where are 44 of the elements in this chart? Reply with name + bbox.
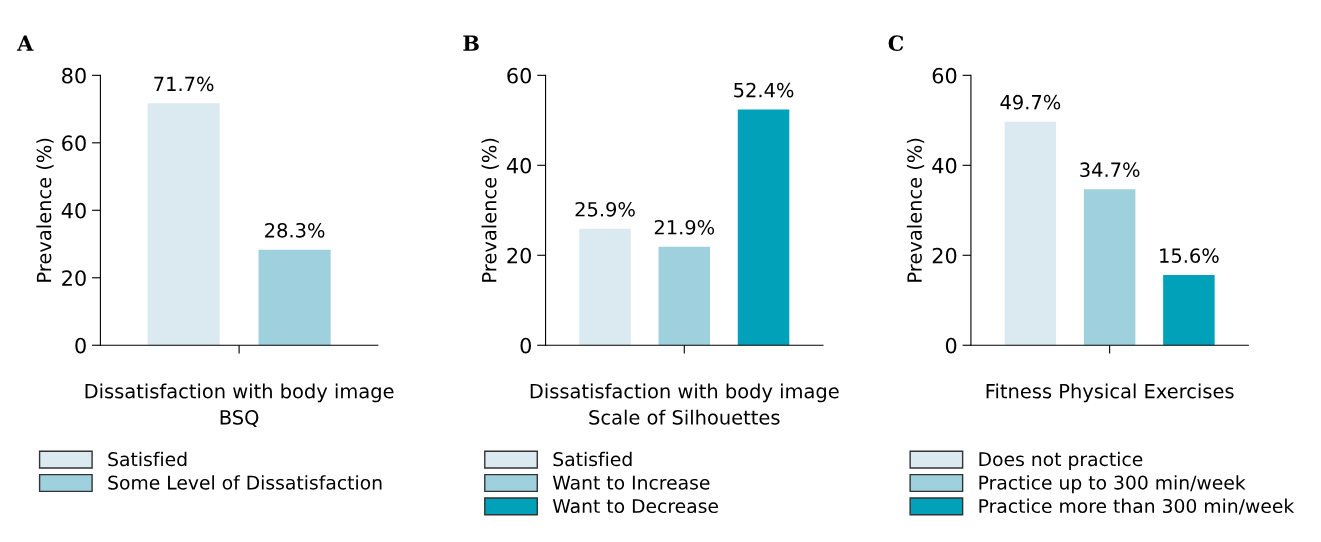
y-tick-label: 40 (506, 157, 531, 174)
y-tick-label: 0 (75, 337, 86, 354)
data-label: 71.7% (154, 76, 214, 92)
data-label: 21.9% (654, 219, 715, 235)
y-tick-label: 40 (61, 202, 86, 219)
y-tick-label: 0 (520, 337, 531, 354)
bar (1083, 189, 1136, 346)
y-axis-title: Prevalence (%) (36, 138, 54, 282)
data-label: 49.7% (1000, 94, 1061, 110)
y-tick-label: 20 (62, 270, 86, 286)
legend-label: Some Level of Dissatisfaction (108, 475, 382, 490)
bar (579, 228, 631, 346)
bar (1004, 121, 1057, 346)
legend-label: Want to Decrease (552, 499, 718, 514)
y-tick-label: 0 (945, 337, 957, 354)
chart-title: B (463, 35, 479, 51)
data-label: 25.9% (575, 201, 635, 217)
x-axis-title: Dissatisfaction with body image BSQ (85, 383, 394, 427)
y-tick-label: 20 (932, 247, 957, 264)
y-tick-label: 60 (507, 67, 531, 84)
y-axis-title: Prevalence (%) (906, 138, 925, 282)
legend-label: Does not practice (979, 451, 1143, 470)
legend-label: Satisfied (553, 451, 632, 467)
bar (737, 109, 790, 346)
data-label: 15.6% (1160, 248, 1219, 263)
y-tick-label: 60 (62, 135, 86, 152)
x-axis-title: Fitness Physical Exercises (986, 383, 1234, 403)
data-label: 28.3% (265, 222, 325, 238)
legend-label: Practice up to 300 min/week (979, 475, 1246, 494)
data-label: 34.7% (1080, 162, 1140, 178)
x-axis-title: Dissatisfaction with body image Scale of Silhouettes (530, 383, 839, 425)
legend-label: Satisfied (108, 451, 187, 467)
chart-title: A (17, 35, 34, 51)
y-tick-label: 40 (932, 157, 957, 174)
y-tick-label: 60 (932, 67, 957, 84)
y-tick-label: 20 (507, 247, 531, 264)
bar (1163, 275, 1215, 346)
bar (658, 246, 711, 346)
legend-label: Want to Increase (552, 475, 710, 490)
data-label: 52.4% (734, 82, 794, 98)
legend-label: Practice more than 300 min/week (979, 498, 1295, 515)
chart-title: C (888, 35, 904, 52)
y-tick-label: 80 (62, 67, 86, 84)
y-axis-title: Prevalence (%) (481, 138, 499, 282)
